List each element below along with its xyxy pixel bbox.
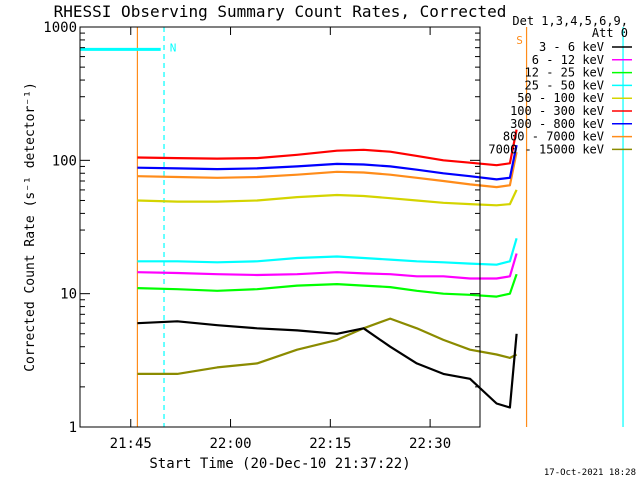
x-tick-label-2: 22:15 [309, 436, 351, 452]
chart-title: RHESSI Observing Summary Count Rates, Co… [54, 2, 507, 21]
y-tick-label-2: 100 [52, 153, 77, 169]
y-tick-label-0: 1 [69, 420, 77, 436]
series-line-4 [137, 189, 518, 207]
x-tick-label-0: 21:45 [110, 436, 152, 452]
legend-label-4: 50 - 100 keV [517, 91, 604, 105]
legend-header-line-0: Det 1,3,4,5,6,9, [512, 14, 628, 28]
flag-annotation-s: S [516, 34, 523, 47]
y-tick-label-3: 1000 [43, 20, 77, 36]
legend-label-5: 100 - 300 keV [510, 104, 604, 118]
series-line-8 [137, 317, 518, 375]
legend-label-0: 3 - 6 keV [539, 40, 604, 54]
footer-timestamp: 17-Oct-2021 18:28 [544, 468, 636, 478]
flag-annotation-n: N [170, 42, 177, 55]
legend-label-7: 800 - 7000 keV [503, 130, 604, 144]
series-line-7 [137, 151, 518, 189]
legend-label-3: 25 - 50 keV [525, 78, 604, 92]
series-line-2 [137, 273, 518, 298]
y-tick-label-1: 10 [60, 287, 77, 303]
plot-frame [79, 26, 481, 428]
series-line-3 [137, 237, 518, 266]
legend-label-8: 7000 - 15000 keV [488, 142, 604, 156]
legend-label-1: 6 - 12 keV [532, 53, 604, 67]
series-line-1 [137, 253, 518, 280]
x-tick-label-1: 22:00 [209, 436, 251, 452]
legend-header-line-1: Att 0 [592, 26, 628, 40]
x-axis-label: Start Time (20-Dec-10 21:37:22) [149, 456, 410, 472]
series-line-6 [137, 144, 518, 181]
legend-label-6: 300 - 800 keV [510, 117, 604, 131]
x-tick-label-3: 22:30 [409, 436, 451, 452]
legend-label-2: 12 - 25 keV [525, 66, 604, 80]
y-axis-label: Corrected Count Rate (s⁻¹ detector⁻¹) [23, 82, 38, 372]
series-line-5 [137, 129, 518, 167]
series-line-0 [137, 320, 518, 409]
